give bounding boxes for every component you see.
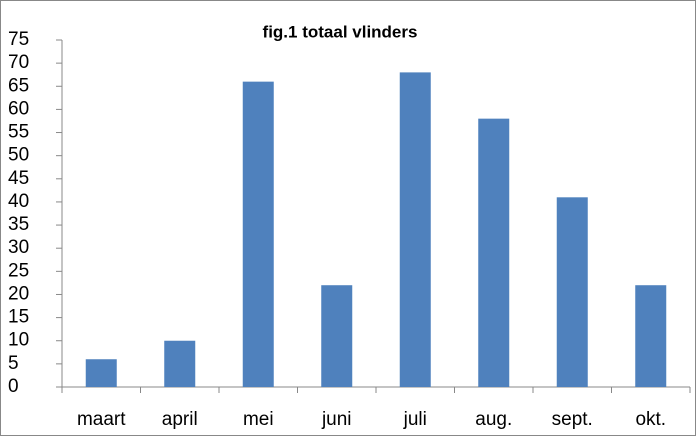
y-tick-label: 65 xyxy=(8,75,29,96)
y-tick-label: 45 xyxy=(8,168,29,189)
y-tick-label: 75 xyxy=(8,29,29,50)
chart-title: fig.1 totaal vlinders xyxy=(263,22,418,41)
bar xyxy=(635,285,667,387)
x-tick-label: okt. xyxy=(635,409,666,430)
bar xyxy=(164,340,196,387)
y-tick-label: 60 xyxy=(8,98,29,119)
bar xyxy=(556,197,588,387)
x-tick-label: maart xyxy=(77,409,126,430)
y-tick-label: 40 xyxy=(8,191,29,212)
x-tick-label: mei xyxy=(243,409,274,430)
y-tick-label: 50 xyxy=(8,145,29,166)
bar xyxy=(85,359,117,387)
x-tick-label: april xyxy=(162,409,198,430)
y-tick-label: 70 xyxy=(8,52,29,73)
y-tick-label: 15 xyxy=(8,307,29,328)
x-tick-label: aug. xyxy=(475,409,512,430)
y-tick-label: 30 xyxy=(8,237,29,258)
bar xyxy=(321,285,353,387)
x-tick-label: juli xyxy=(403,409,427,430)
y-tick-label: 25 xyxy=(8,260,29,281)
bar xyxy=(399,72,431,388)
bar xyxy=(478,118,510,388)
y-tick-label: 10 xyxy=(8,330,29,351)
x-tick-label: juni xyxy=(321,409,352,430)
y-tick-label: 5 xyxy=(8,353,19,374)
y-tick-label: 35 xyxy=(8,214,29,235)
x-tick-label: sept. xyxy=(552,409,593,430)
y-tick-label: 55 xyxy=(8,122,29,143)
y-tick-label: 20 xyxy=(8,283,29,304)
y-tick-label: 0 xyxy=(8,376,19,397)
bar xyxy=(242,81,274,387)
